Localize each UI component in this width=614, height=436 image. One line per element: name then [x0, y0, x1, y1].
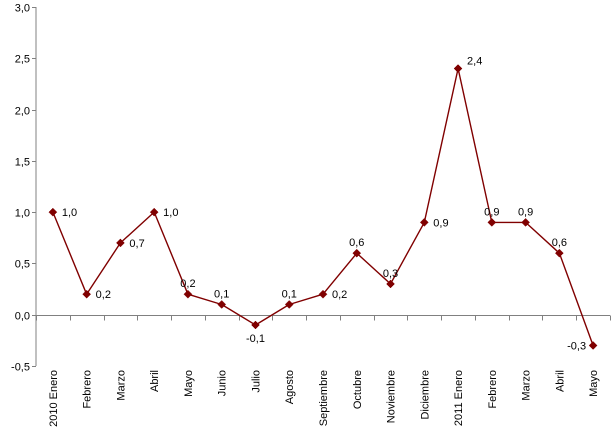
x-category-label: Febrero	[82, 370, 94, 409]
data-point-marker	[48, 207, 58, 217]
data-label: 0,3	[383, 268, 398, 280]
data-point-marker	[352, 248, 362, 258]
data-point-marker	[588, 341, 598, 350]
data-label: 0,1	[282, 288, 297, 300]
x-category-label: Marzo	[115, 370, 127, 401]
x-category-label: Octubre	[352, 370, 364, 409]
x-category-label: Abril	[149, 370, 161, 392]
data-label: 0,9	[484, 206, 499, 218]
y-axis: -0,5 0,0 0,5 1,0 1,5 2,0 2,5 3,0	[11, 3, 37, 374]
x-category-label: Julio	[250, 370, 262, 393]
y-tick-label: 1,0	[15, 208, 30, 220]
series-line	[52, 67, 594, 346]
y-tick-label: 0,5	[15, 259, 30, 271]
y-tick-label: 2,5	[15, 54, 30, 66]
data-point-marker	[251, 320, 260, 330]
data-label: 0,6	[349, 237, 364, 249]
data-point-marker	[419, 218, 429, 227]
data-label: -0,1	[246, 333, 265, 345]
y-tick-label: 1,5	[15, 157, 30, 169]
series-line-group	[52, 67, 594, 346]
data-markers	[48, 64, 598, 350]
x-category-label: Abril	[554, 370, 566, 392]
data-label: 0,2	[96, 289, 111, 301]
data-label: 0,2	[332, 289, 347, 301]
data-label: 1,0	[163, 207, 178, 219]
x-category-label: Septiembre	[318, 370, 330, 426]
data-point-marker	[318, 289, 328, 299]
data-point-marker	[116, 238, 125, 248]
x-axis: 2010 Enero Febrero Marzo Abril Mayo Junio Juli…	[36, 315, 611, 427]
x-category-label: Marzo	[521, 370, 533, 401]
data-point-marker	[554, 248, 564, 258]
x-category-label: Noviembre	[386, 370, 398, 423]
data-point-marker	[487, 218, 497, 227]
data-labels: 1,0 0,2 0,7 1,0 0,2 0,1 -0,1 0,1 0,2 0,6 0,3 0,9 2,4…	[62, 56, 586, 353]
data-label: 0,7	[129, 238, 144, 250]
data-label: 0,1	[214, 288, 229, 300]
data-label: 0,2	[180, 278, 195, 290]
data-point-marker	[453, 64, 463, 73]
x-category-label: Junio	[217, 370, 229, 396]
data-label: 1,0	[62, 207, 77, 219]
y-tick-label: 2,0	[15, 106, 30, 118]
data-point-marker	[149, 207, 159, 217]
x-category-label: 2010 Enero	[48, 370, 60, 427]
data-point-marker	[521, 218, 530, 227]
y-tick-label: -0,5	[11, 362, 30, 374]
data-point-marker	[82, 289, 92, 299]
data-point-marker	[217, 300, 227, 309]
y-tick-label: 3,0	[15, 3, 30, 15]
x-category-label: 2011 Enero	[453, 370, 465, 426]
y-tick-label: 0,0	[15, 311, 30, 323]
x-category-label: Agosto	[284, 370, 296, 404]
data-label: 0,9	[433, 217, 448, 229]
x-category-label: Febrero	[487, 370, 499, 409]
data-point-marker	[386, 279, 395, 289]
data-point-marker	[183, 289, 193, 299]
x-category-label: Mayo	[588, 370, 600, 397]
x-category-label: Mayo	[183, 370, 195, 397]
data-label: 2,4	[467, 56, 482, 68]
data-label: 0,9	[518, 206, 533, 218]
data-label: 0,6	[552, 237, 567, 249]
data-label: -0,3	[567, 340, 586, 352]
x-category-label: Diciembre	[419, 370, 431, 420]
data-point-marker	[284, 300, 294, 309]
